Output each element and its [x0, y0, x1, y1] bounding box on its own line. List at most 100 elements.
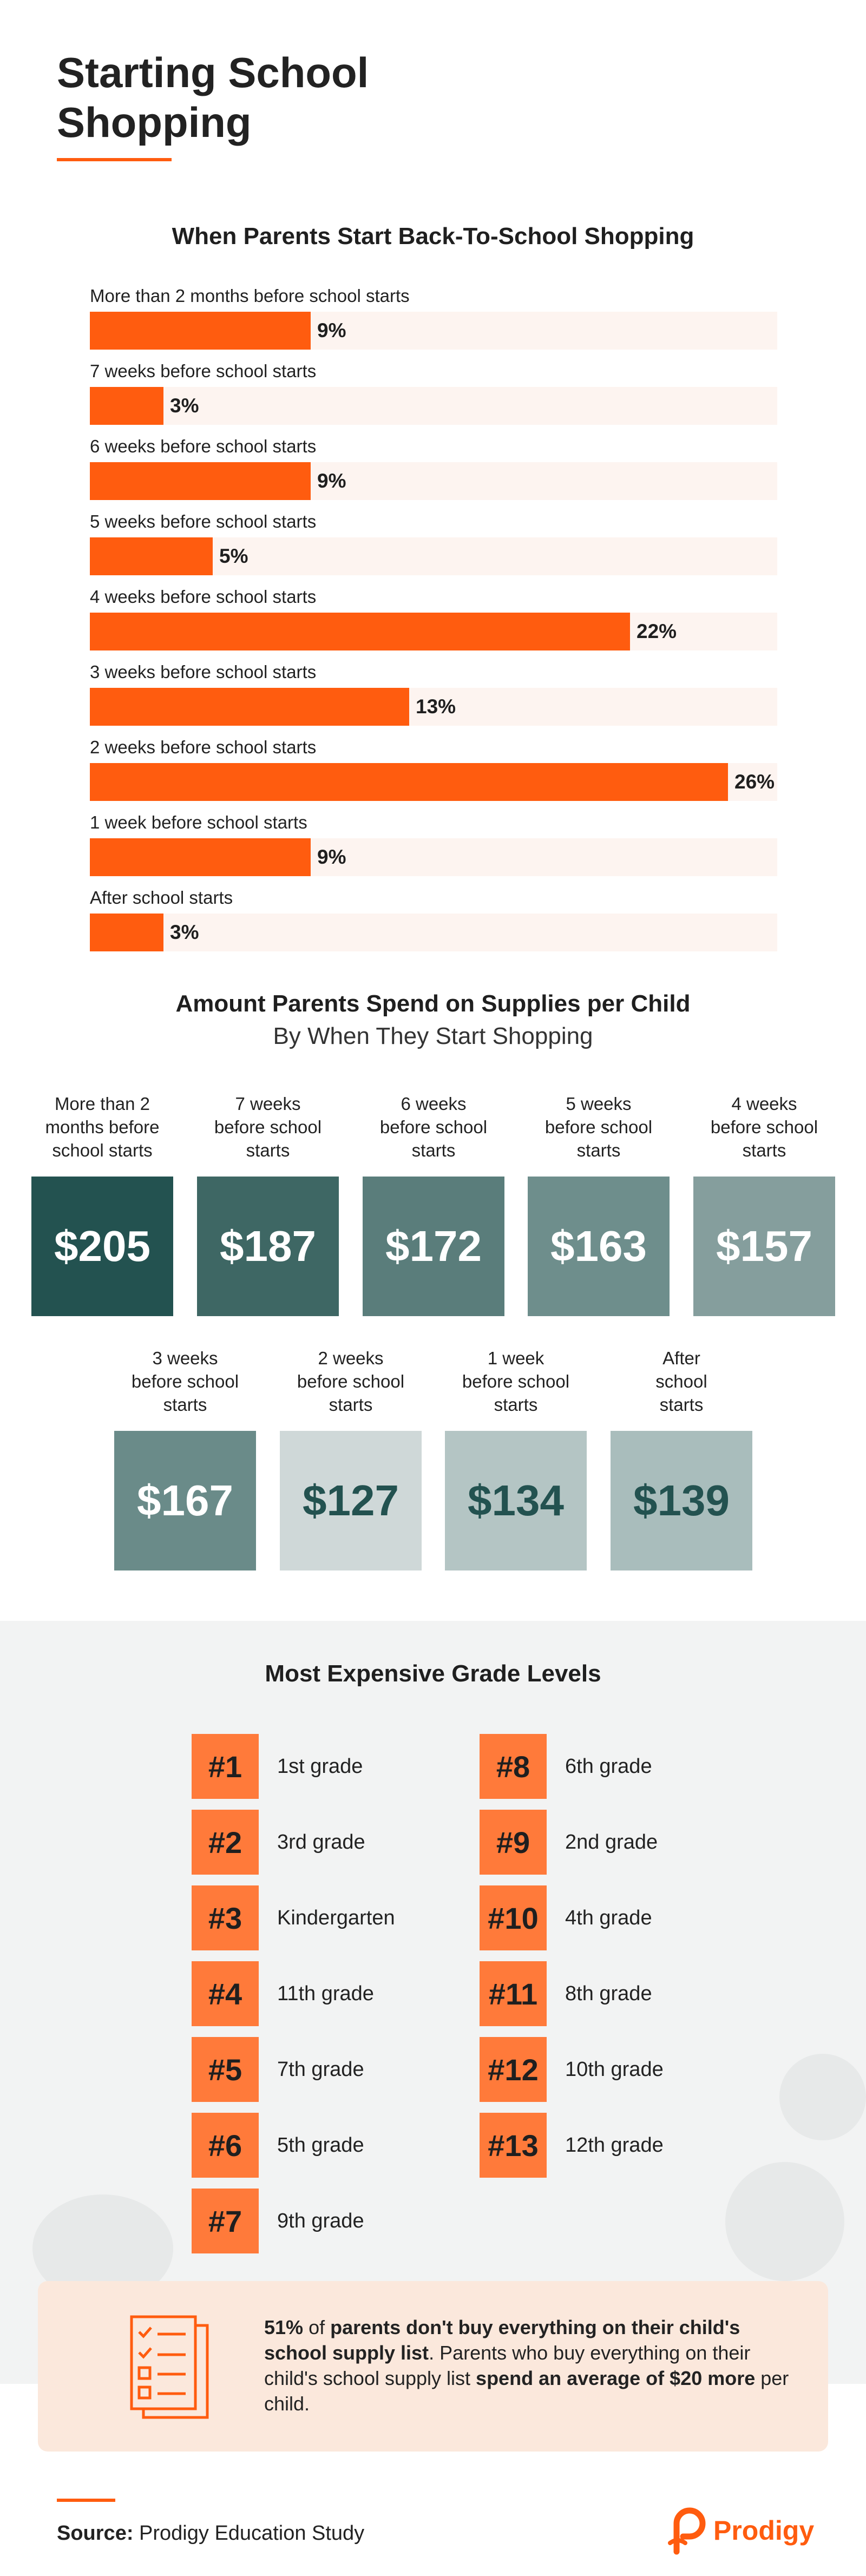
spend-tile-caption-line: before school [131, 1371, 239, 1391]
spend-tile-caption-line: starts [659, 1395, 704, 1415]
checklist-icon [130, 2315, 209, 2419]
bar-row: 5 weeks before school starts 5% [90, 507, 777, 582]
spend-tile-value: $172 [363, 1177, 504, 1316]
spend-tile-caption-line: before school [544, 1117, 653, 1137]
spend-tile-caption: After school starts [600, 1346, 763, 1416]
grade-name: 11th grade [277, 1982, 374, 2005]
bar [90, 462, 311, 500]
bar-category-label: 3 weeks before school starts [90, 662, 317, 682]
spend-tile-caption-line: starts [742, 1140, 786, 1160]
spend-tile-caption: 2 weeks before school starts [269, 1346, 432, 1416]
bar-category-label: 2 weeks before school starts [90, 737, 317, 757]
bar-chart-title: When Parents Start Back-To-School Shoppi… [172, 223, 694, 249]
bar-category-label: After school starts [90, 888, 233, 908]
bar-row: 4 weeks before school starts 22% [90, 582, 777, 658]
spend-tile-caption-line: starts [163, 1395, 207, 1415]
spend-tile-value: $134 [445, 1431, 587, 1570]
source-citation: Source: Prodigy Education Study [57, 2522, 364, 2545]
spend-tile-caption: 4 weeks before school starts [683, 1092, 846, 1162]
spend-tile-caption-line: starts [576, 1140, 621, 1160]
spend-tile-caption-line: months before [45, 1117, 160, 1137]
bar [90, 537, 213, 575]
spend-tile-caption-line: 6 weeks [401, 1094, 467, 1114]
grade-rank-badge: #3 [192, 1885, 259, 1950]
bar-track: 9% [90, 838, 777, 876]
bar-track: 13% [90, 688, 777, 726]
footer-rule [57, 2499, 115, 2502]
grade-name: 1st grade [277, 1755, 363, 1778]
bar-chart: More than 2 months before school starts 9… [90, 281, 777, 952]
bar-category-label: More than 2 months before school starts [90, 286, 410, 306]
source-text: Prodigy Education Study [133, 2522, 365, 2545]
bar-row: 7 weeks before school starts 3% [90, 357, 777, 432]
bar-value-label: 13% [416, 695, 456, 718]
spend-tile-caption-line: school starts [52, 1140, 153, 1160]
bar [90, 763, 728, 801]
bar-value-label: 3% [170, 921, 199, 943]
bar [90, 914, 163, 951]
bar-value-label: 26% [734, 771, 775, 793]
callout-pct: 51% [264, 2316, 304, 2338]
bar-row: 1 week before school starts 9% [90, 808, 777, 883]
bar-track: 3% [90, 914, 777, 951]
spend-tile-value: $139 [611, 1431, 752, 1570]
bar-value-label: 22% [637, 620, 677, 642]
source-label: Source: [57, 2522, 134, 2545]
grade-rank-badge: #9 [480, 1810, 547, 1875]
spend-tile-caption-line: starts [411, 1140, 456, 1160]
spend-tile-caption-line: 4 weeks [731, 1094, 797, 1114]
bar [90, 838, 311, 876]
spend-tile-caption-line: 5 weeks [566, 1094, 632, 1114]
grade-name: 10th grade [565, 2058, 664, 2081]
bar-track: 3% [90, 387, 777, 425]
spend-tile-caption: 5 weeks before school starts [517, 1092, 680, 1162]
grade-rank-badge: #4 [192, 1961, 259, 2026]
grade-name: 4th grade [565, 1907, 652, 1929]
bar [90, 688, 409, 726]
bar-track: 26% [90, 763, 777, 801]
grades-background [0, 1621, 866, 2384]
bar-row: 6 weeks before school starts 9% [90, 432, 777, 507]
bar-row: More than 2 months before school starts 9… [90, 281, 777, 357]
spend-tile-caption-line: After [662, 1348, 700, 1368]
spend-tile-value: $205 [31, 1177, 173, 1316]
background-deco-circle [779, 2054, 866, 2140]
callout-text: 51% of parents don't buy everything on t… [264, 2315, 805, 2416]
spend-tile-caption: 6 weeks before school starts [352, 1092, 515, 1162]
bar-value-label: 9% [317, 470, 346, 492]
grade-name: 2nd grade [565, 1831, 658, 1854]
spend-tile-value: $127 [280, 1431, 422, 1570]
title-underline [57, 158, 172, 161]
callout-bold-2: spend an average of $20 more [476, 2367, 756, 2389]
spend-tile-caption-line: before school [710, 1117, 818, 1137]
bar [90, 613, 630, 650]
bar-category-label: 6 weeks before school starts [90, 436, 317, 456]
spend-tile-caption: 1 week before school starts [434, 1346, 598, 1416]
bar-track: 9% [90, 462, 777, 500]
spend-tile-caption-line: 2 weeks [318, 1348, 384, 1368]
spend-tile-value: $157 [693, 1177, 835, 1316]
grade-name: 9th grade [277, 2210, 364, 2232]
bar-value-label: 3% [170, 395, 199, 417]
supply-list-callout: 51% of parents don't buy everything on t… [38, 2281, 828, 2452]
grade-rank-badge: #10 [480, 1885, 547, 1950]
grade-rank-badge: #11 [480, 1961, 547, 2026]
callout-text-2: . Parents who buy everything on their ch… [264, 2342, 751, 2389]
grades-title: Most Expensive Grade Levels [265, 1660, 601, 1687]
bar-category-label: 1 week before school starts [90, 812, 307, 832]
spend-tile-caption-line: school [655, 1371, 707, 1391]
bar-value-label: 5% [219, 545, 248, 567]
bar-row: 2 weeks before school starts 26% [90, 733, 777, 808]
spend-section-subtitle: By When They Start Shopping [273, 1023, 593, 1049]
spend-tile-caption: More than 2 months before school starts [21, 1092, 184, 1162]
grade-name: 7th grade [277, 2058, 364, 2081]
brand-logo: Prodigy [667, 2507, 824, 2556]
spend-tile-caption: 7 weeks before school starts [186, 1092, 350, 1162]
grade-name: 12th grade [565, 2134, 664, 2157]
spend-tile-caption-line: More than 2 [54, 1094, 150, 1114]
bar-category-label: 4 weeks before school starts [90, 587, 317, 607]
bar-category-label: 7 weeks before school starts [90, 361, 317, 381]
bar-category-label: 5 weeks before school starts [90, 511, 317, 531]
grade-name: Kindergarten [277, 1907, 395, 1929]
grade-name: 8th grade [565, 1982, 652, 2005]
